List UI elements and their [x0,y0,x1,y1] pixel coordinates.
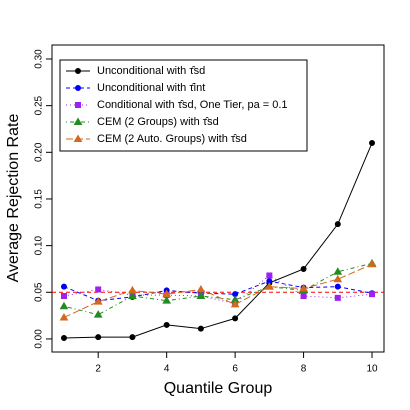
y-tick-label: 0.20 [34,142,45,162]
marker [162,289,172,298]
x-tick-label: 10 [366,364,378,375]
marker [232,315,239,322]
marker [95,286,102,293]
marker [128,291,137,300]
y-tick-label: 0.30 [34,49,45,69]
marker [300,293,307,300]
legend-label: CEM (2 Groups) with τ̂sd [97,116,219,128]
y-tick-label: 0.10 [34,235,45,255]
marker [59,301,69,310]
marker [369,291,376,298]
y-tick-label: 0.00 [34,329,45,349]
marker [334,294,341,301]
series-line [63,280,373,302]
marker [333,267,343,275]
y-tick-label: 0.05 [34,282,45,302]
marker [196,284,206,293]
marker [60,283,67,290]
marker [299,284,308,292]
series-line [63,262,373,316]
legend-label: Unconditional with τ̂sd [97,65,205,77]
x-tick-label: 8 [301,364,307,375]
marker [60,293,67,300]
marker [264,282,274,290]
marker [93,310,103,318]
x-tick-label: 6 [232,364,238,375]
marker [334,221,341,228]
marker [73,134,83,142]
marker [163,321,170,328]
y-tick-label: 0.25 [34,95,45,115]
marker [93,297,103,305]
x-tick-label: 2 [95,364,101,375]
series-line [63,263,373,318]
marker [95,334,102,341]
marker [75,68,81,74]
marker [197,325,204,332]
marker [129,334,136,341]
series-line [63,142,373,339]
marker [334,283,341,290]
marker [230,299,240,308]
series-line [63,274,373,305]
y-tick-label: 0.15 [34,189,45,209]
legend-label: Conditional with τ̂sd, One Tier, pa = 0.… [97,99,288,111]
marker [75,102,81,108]
marker [162,296,172,304]
marker [59,312,69,321]
marker [369,139,376,146]
marker [75,85,81,91]
marker [128,285,137,294]
marker [60,335,67,342]
marker [73,117,83,125]
marker [266,272,273,279]
legend-box [59,59,308,152]
x-axis-label: Quantile Group [164,380,273,397]
marker [367,259,377,268]
legend-label: CEM (2 Auto. Groups) with τ̂sd [97,133,247,145]
marker [196,291,206,300]
marker [300,265,307,272]
y-axis-label: Average Rejection Rate [5,114,22,283]
legend-label: Unconditional with τ̂int [97,82,205,94]
x-tick-label: 4 [164,364,170,375]
marker [333,274,343,283]
